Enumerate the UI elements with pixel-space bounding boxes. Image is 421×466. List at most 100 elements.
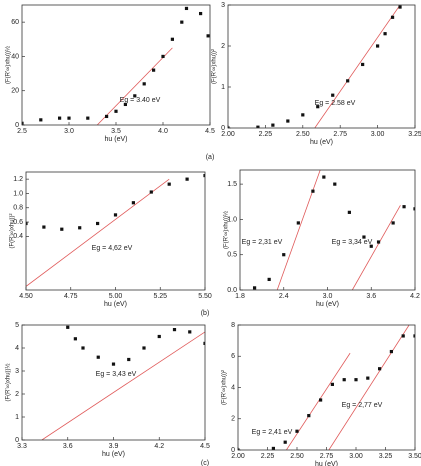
y-tick-label: 3 [15, 368, 19, 375]
data-point [123, 102, 127, 107]
x-axis-label: hu (eV) [102, 451, 125, 458]
data-point [361, 62, 365, 67]
data-point [354, 378, 358, 382]
x-tick-label: 3.00 [349, 453, 363, 460]
plot [238, 325, 415, 450]
data-point [319, 398, 323, 402]
y-tick-label: 1.5 [227, 181, 237, 188]
y-tick-label: 0.8 [13, 205, 23, 212]
data-point [362, 235, 366, 239]
y-axis-label: (F(R'∞)xhu))² [10, 213, 16, 248]
data-point [203, 173, 205, 178]
x-tick-label: 2.00 [231, 453, 245, 460]
data-point [283, 440, 287, 444]
plot [22, 6, 210, 125]
data-point [296, 221, 300, 225]
y-tick-label: 0.5 [227, 252, 237, 259]
fit-line [328, 325, 410, 450]
y-tick-label: 1.0 [13, 190, 23, 197]
x-tick-label: 3.6 [366, 293, 376, 300]
data-point [333, 182, 337, 186]
data-point [376, 240, 381, 244]
x-tick-label: 3.6 [63, 443, 73, 450]
data-point [206, 34, 210, 38]
x-tick-label: 5.25 [153, 293, 167, 300]
plot [228, 5, 402, 128]
data-point [383, 32, 387, 36]
data-point [199, 11, 203, 16]
x-tick-label: 2.00 [221, 131, 235, 138]
y-tick-label: 5 [15, 322, 19, 329]
y-tick-label: 0.0 [227, 287, 237, 294]
data-point [157, 334, 161, 339]
plot [41, 325, 205, 440]
plot-frame [239, 169, 416, 291]
panel-label: (a) [206, 154, 215, 161]
y-tick-label: 40 [11, 53, 19, 60]
data-point [167, 182, 171, 186]
fit-line [96, 47, 173, 125]
data-point [267, 277, 271, 282]
x-axis-label: hu (eV) [310, 139, 333, 146]
plot-frame [227, 4, 416, 129]
x-axis-label: hu (eV) [315, 461, 338, 466]
x-axis-label: hu (eV) [316, 301, 339, 308]
panel-label: (b) [201, 310, 210, 317]
data-point [301, 113, 305, 117]
data-point [67, 116, 71, 120]
x-tick-label: 2.75 [320, 453, 334, 460]
data-point [127, 357, 131, 362]
x-tick-label: 3.0 [323, 293, 333, 300]
data-point [401, 334, 405, 338]
data-point [86, 116, 90, 120]
y-tick-label: 20 [11, 88, 19, 95]
x-tick-label: 2.25 [259, 131, 273, 138]
data-point [256, 125, 260, 128]
x-tick-label: 2.5 [17, 128, 27, 135]
y-tick-label: 3 [221, 2, 225, 9]
x-axis-label: hu (eV) [104, 301, 127, 308]
data-point [42, 225, 46, 229]
data-point [78, 226, 82, 230]
y-tick-label: 8 [231, 322, 235, 329]
y-axis-label: (F(R'∞)xhu))² [212, 49, 218, 84]
data-point [389, 349, 393, 354]
data-point [311, 189, 315, 193]
fit-line [276, 170, 321, 290]
annotation: Eg = 2,77 eV [342, 402, 383, 409]
plot-frame [25, 171, 206, 291]
data-point [22, 121, 24, 125]
data-point [149, 190, 153, 194]
data-point [133, 94, 137, 98]
data-point [142, 346, 146, 350]
annotation: Eg = 3.40 eV [120, 97, 161, 104]
data-point [26, 221, 28, 226]
y-tick-label: 1 [15, 414, 19, 421]
x-tick-label: 4.2 [410, 293, 420, 300]
x-axis-label: hu (eV) [105, 136, 128, 143]
data-point [402, 205, 406, 209]
fit-line [26, 178, 170, 287]
fit-line [41, 331, 205, 440]
data-point [378, 367, 382, 371]
x-tick-label: 3.3 [17, 443, 27, 450]
fit-line [286, 352, 351, 450]
annotation: Eg = 2,31 eV [242, 239, 283, 246]
y-tick-label: 4 [15, 345, 19, 352]
data-point [96, 355, 100, 359]
data-point [307, 414, 311, 418]
plot-frame [21, 324, 206, 441]
data-point [346, 79, 350, 83]
x-tick-label: 3.5 [111, 128, 121, 135]
data-point [170, 37, 174, 41]
data-point [271, 123, 275, 127]
data-point [316, 105, 320, 109]
data-point [96, 221, 100, 226]
x-tick-label: 2.4 [279, 293, 289, 300]
x-tick-label: 3.50 [408, 453, 421, 460]
data-point [286, 119, 290, 123]
data-point [114, 109, 118, 113]
data-point [105, 114, 109, 119]
y-tick-label: 1.2 [13, 176, 23, 183]
data-point [366, 376, 370, 380]
